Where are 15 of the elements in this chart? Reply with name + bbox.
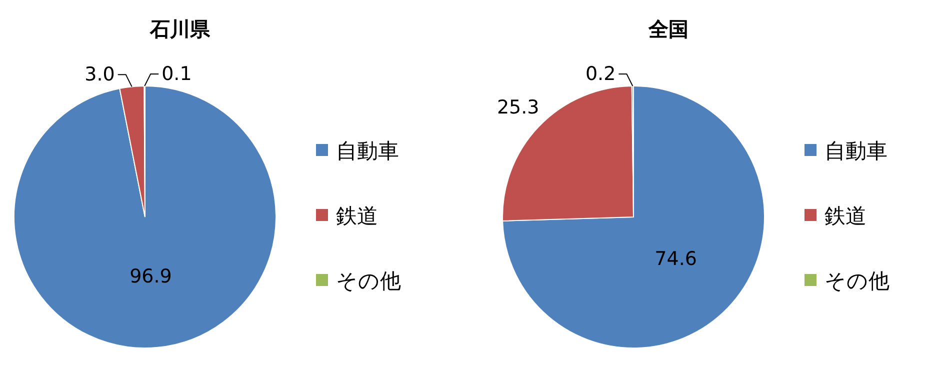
- legend-label: 自動車: [824, 139, 888, 163]
- data-label: 3.0: [84, 64, 115, 86]
- legend-label: 自動車: [336, 139, 399, 163]
- legend-label: その他: [824, 269, 890, 293]
- legend-label: 鉄道: [336, 204, 378, 228]
- chart-title: 全国: [648, 17, 688, 41]
- chart-title: 石川県: [149, 17, 211, 41]
- data-label: 0.2: [585, 63, 616, 86]
- pie-slice: [14, 86, 276, 348]
- data-label: 0.1: [162, 63, 192, 85]
- data-label: 96.9: [130, 266, 172, 288]
- data-label: 25.3: [496, 96, 540, 118]
- data-label: 74.6: [654, 248, 697, 270]
- legend-label: 鉄道: [824, 204, 866, 228]
- legend-label: その他: [336, 269, 401, 293]
